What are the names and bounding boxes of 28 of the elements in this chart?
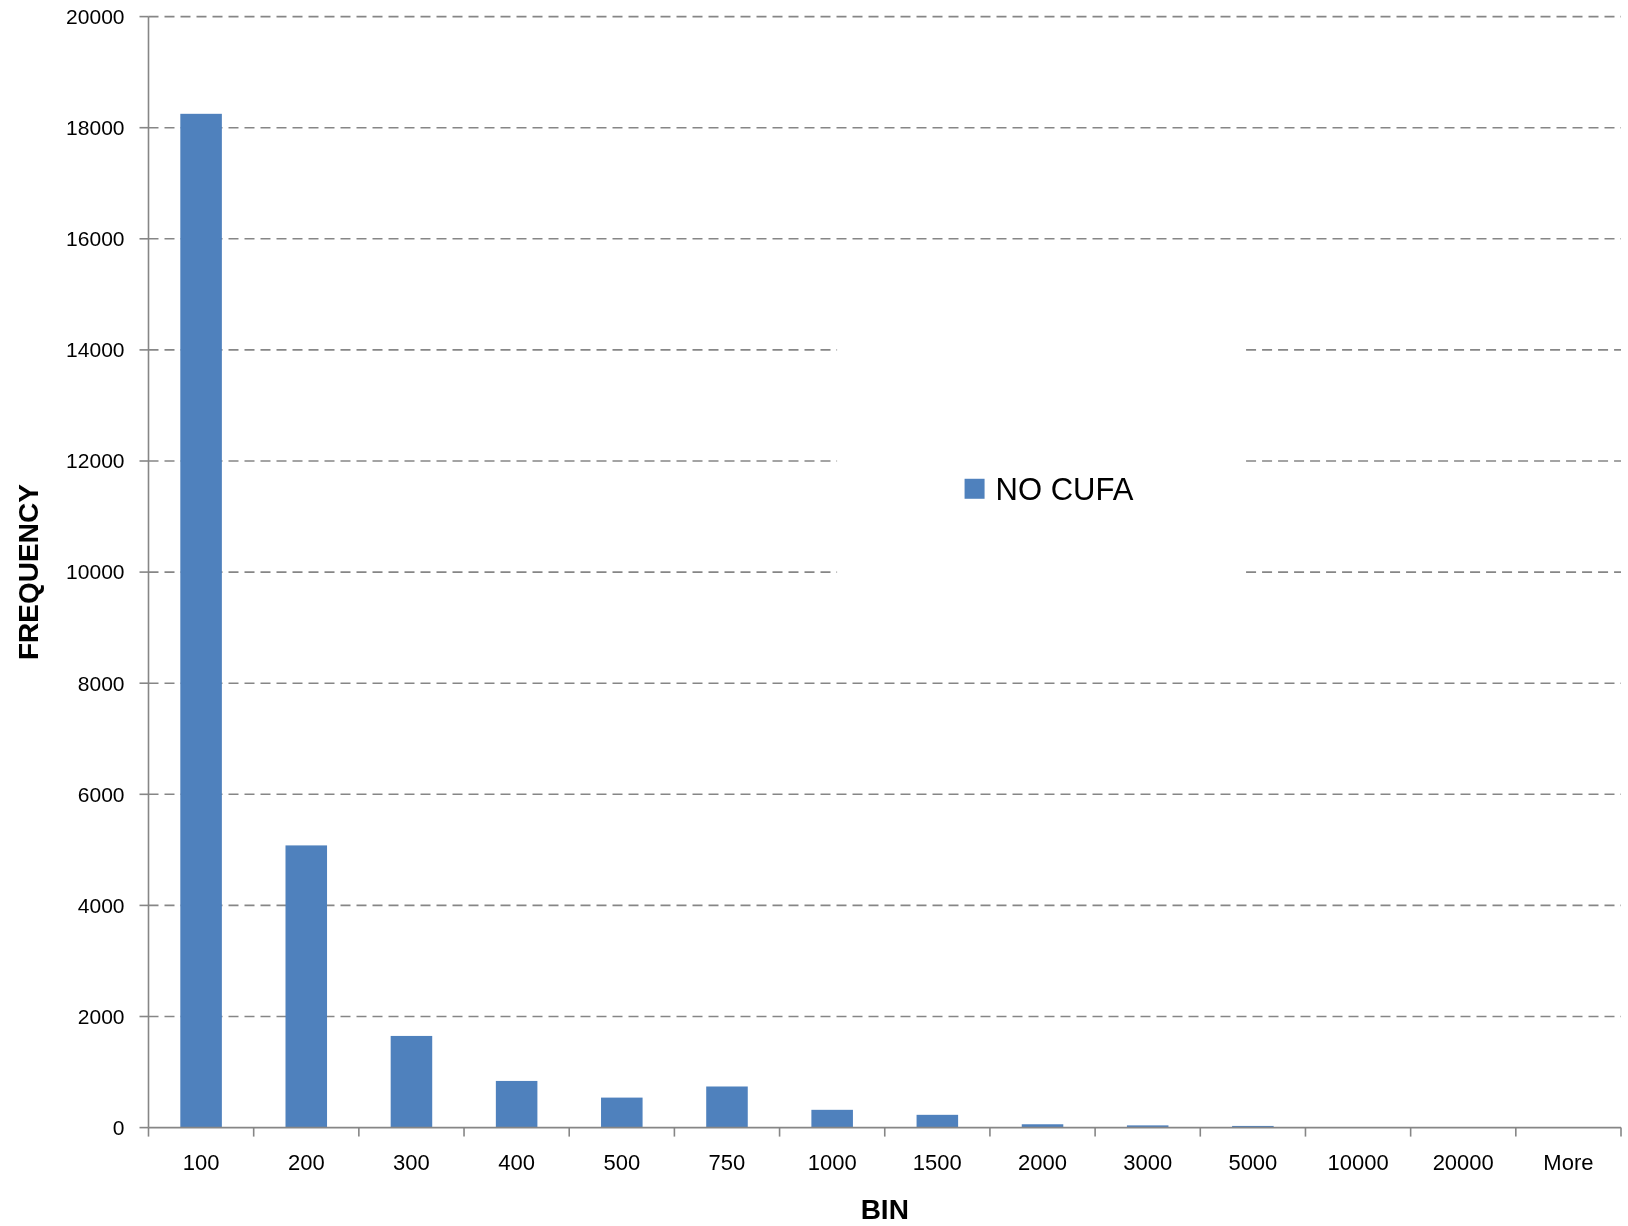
x-tick-label: 2000 <box>1018 1149 1067 1175</box>
x-tick-label: 3000 <box>1123 1149 1173 1175</box>
y-tick-label: 18000 <box>66 116 125 140</box>
x-tick-label: 10000 <box>1327 1149 1389 1175</box>
x-tick-label: 1500 <box>912 1149 962 1175</box>
y-tick-label: 16000 <box>66 227 125 251</box>
x-tick-label: 100 <box>182 1149 220 1175</box>
y-tick-label: 4000 <box>77 893 125 917</box>
legend-label: NO CUFA <box>995 471 1134 507</box>
y-tick-label: 10000 <box>66 560 125 584</box>
y-tick-label: 0 <box>112 1115 125 1139</box>
x-tick-label: 1000 <box>807 1149 857 1175</box>
x-axis-title: BIN <box>860 1194 909 1225</box>
x-tick-label: 200 <box>287 1149 325 1175</box>
y-tick-label: 6000 <box>77 782 125 806</box>
x-tick-label: 400 <box>498 1149 535 1175</box>
x-tick-label: More <box>1543 1149 1594 1175</box>
x-tick-label: 750 <box>708 1149 746 1175</box>
y-axis-title: FREQUENCY <box>13 483 44 660</box>
y-tick-label: 8000 <box>77 671 125 695</box>
y-tick-label: 14000 <box>66 338 125 362</box>
y-tick-label: 2000 <box>77 1004 125 1028</box>
x-tick-label: 20000 <box>1432 1149 1494 1175</box>
x-tick-label: 500 <box>603 1149 641 1175</box>
y-tick-label: 12000 <box>66 449 125 473</box>
x-tick-label: 5000 <box>1228 1149 1278 1175</box>
y-tick-label: 20000 <box>66 4 125 28</box>
x-tick-label: 300 <box>393 1149 430 1175</box>
